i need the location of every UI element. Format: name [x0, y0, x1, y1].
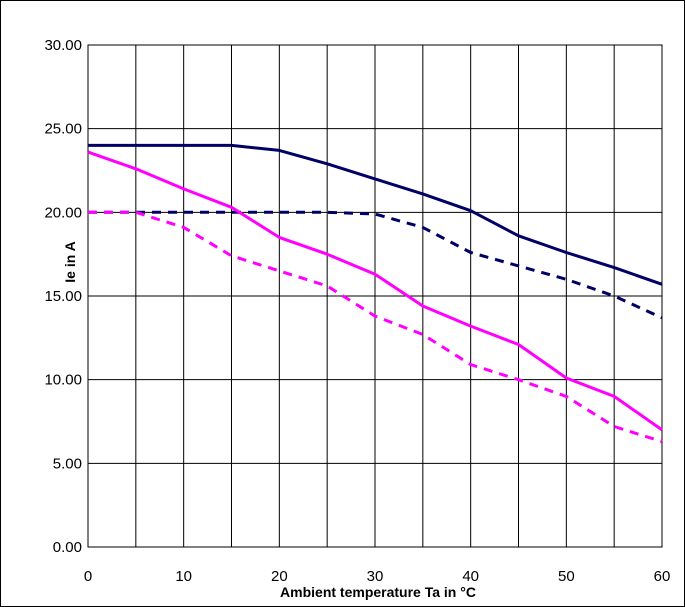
y-tick-label: 10.00	[44, 372, 82, 389]
y-axis-title: Ie in A	[62, 241, 78, 283]
x-tick-label: 40	[462, 568, 479, 585]
y-tick-label: 15.00	[44, 288, 82, 305]
y-tick-label: 0.00	[53, 539, 82, 556]
x-tick-label: 30	[367, 568, 384, 585]
y-tick-label: 30.00	[44, 37, 82, 54]
series-layer	[87, 143, 663, 444]
series-line-4	[88, 210, 663, 444]
x-tick-label: 60	[654, 568, 671, 585]
x-tick-label: 10	[175, 568, 192, 585]
y-tick-label: 5.00	[53, 455, 82, 472]
y-tick-label: 20.00	[44, 204, 82, 221]
series-line-1	[88, 143, 663, 286]
x-axis-title: Ambient temperature Ta in °C	[280, 584, 476, 600]
y-tick-label: 25.00	[44, 121, 82, 138]
x-tick-label: 0	[84, 568, 92, 585]
series-line-3	[87, 150, 663, 432]
y-tick-labels: 0.00 5.00 10.00 15.00 20.00 25.00 30.00	[44, 37, 82, 556]
plot-area-border	[87, 44, 663, 548]
x-tick-label: 50	[558, 568, 575, 585]
x-tick-label: 20	[271, 568, 288, 585]
grid-lines	[87, 44, 663, 548]
x-tick-labels: 0 10 20 30 40 50 60	[84, 568, 671, 585]
